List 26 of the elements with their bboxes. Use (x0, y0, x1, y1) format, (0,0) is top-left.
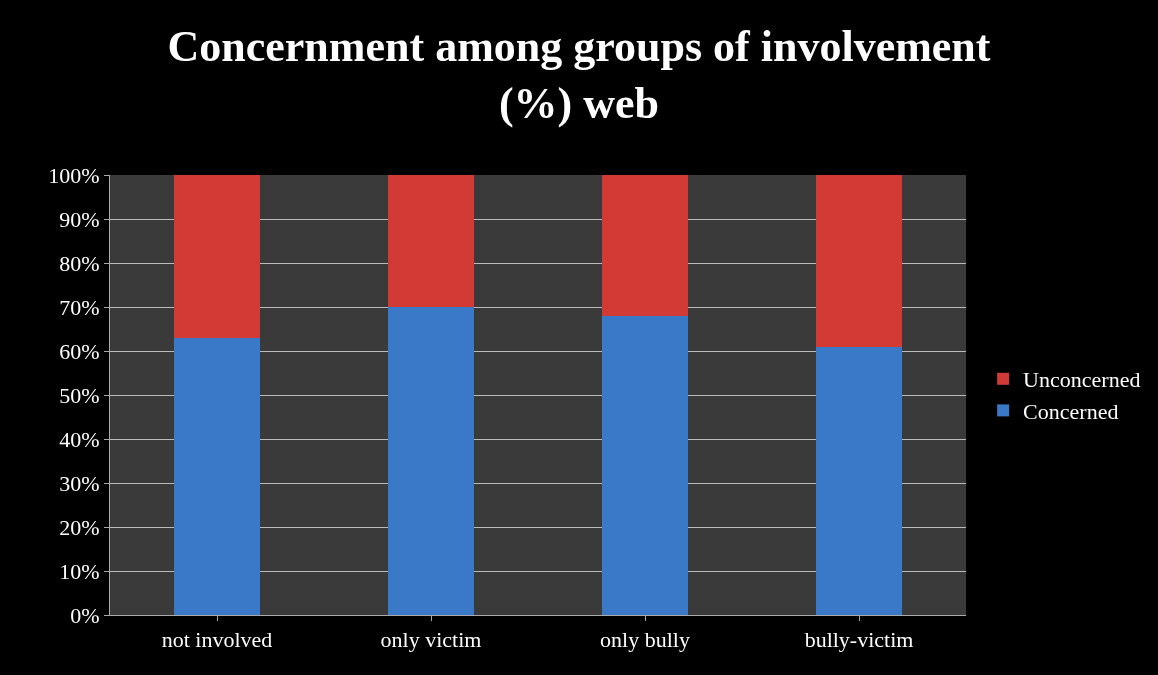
y-tick-label: 30% (59, 470, 100, 496)
bar (174, 175, 260, 338)
bar (602, 315, 688, 615)
x-tick-label: only bully (600, 627, 690, 653)
x-tick-label: bully-victim (804, 627, 914, 653)
bar (174, 337, 260, 615)
chart-title: Concernment among groups of involvement (%) web (167, 21, 991, 128)
y-tick-label: 40% (59, 426, 100, 452)
y-tick-label: 10% (59, 558, 100, 584)
bar (388, 307, 474, 615)
legend-label: Concerned (1023, 398, 1119, 424)
y-tick-label: 80% (59, 250, 100, 276)
bar (602, 175, 688, 316)
y-tick-label: 50% (59, 382, 100, 408)
y-tick-label: 100% (48, 162, 100, 188)
y-tick-label: 0% (70, 602, 100, 628)
x-tick-label: only victim (380, 627, 482, 653)
x-tick-label: not involved (161, 627, 273, 653)
legend-label: Unconcerned (1023, 367, 1141, 393)
y-tick-label: 70% (59, 294, 100, 320)
bar (816, 175, 902, 347)
bar (388, 175, 474, 307)
bar (816, 346, 902, 615)
y-tick-label: 20% (59, 514, 100, 540)
y-tick-label: 60% (59, 338, 100, 364)
y-tick-label: 90% (59, 206, 100, 232)
